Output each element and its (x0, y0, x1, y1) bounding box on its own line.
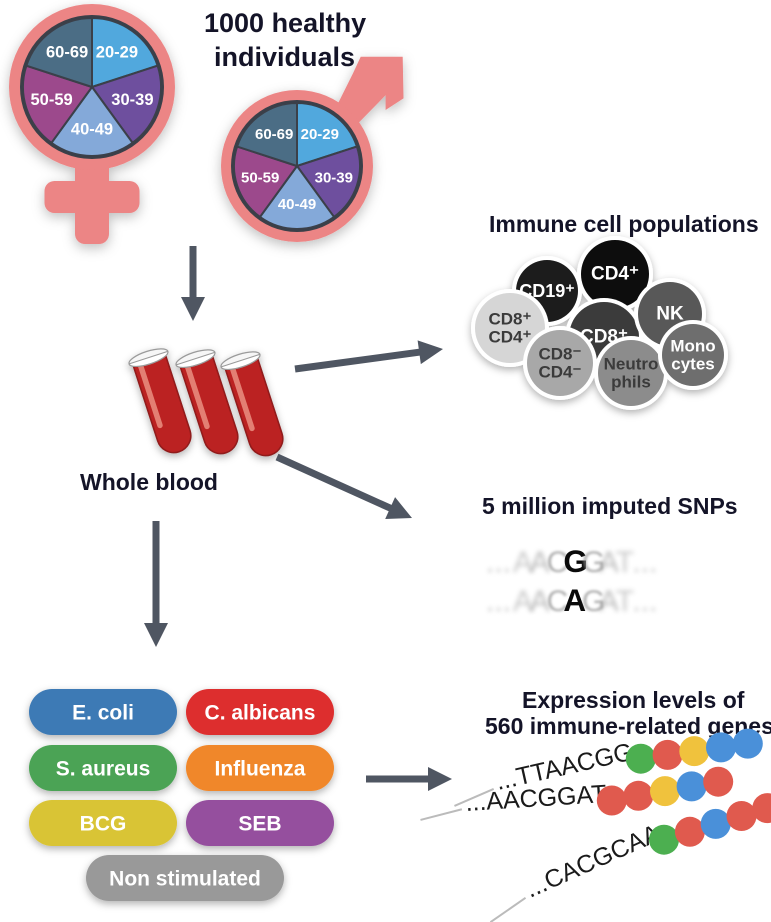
svg-text:40-49: 40-49 (278, 196, 316, 213)
svg-text:NK: NK (656, 304, 684, 325)
svg-text:5 million imputed SNPs: 5 million imputed SNPs (482, 493, 738, 519)
svg-text:Mono: Mono (670, 337, 715, 356)
svg-text:CD4⁺: CD4⁺ (489, 327, 532, 346)
svg-text:30-39: 30-39 (315, 170, 353, 187)
svg-text:individuals: individuals (214, 42, 355, 72)
svg-text:T: T (616, 546, 634, 579)
svg-text:CD8⁻: CD8⁻ (539, 345, 582, 364)
svg-text:Immune cell populations: Immune cell populations (489, 211, 759, 237)
svg-text:40-49: 40-49 (71, 120, 113, 138)
svg-text:60-69: 60-69 (46, 44, 88, 62)
svg-text:...: ... (486, 546, 511, 579)
svg-text:Influenza: Influenza (214, 758, 305, 781)
svg-text:...: ... (632, 585, 657, 618)
svg-text:20-29: 20-29 (301, 126, 339, 143)
svg-text:Expression levels of: Expression levels of (522, 687, 745, 713)
svg-text:1000 healthy: 1000 healthy (204, 8, 366, 38)
svg-text:60-69: 60-69 (255, 126, 293, 143)
svg-text:E. coli: E. coli (72, 702, 134, 725)
svg-text:BCG: BCG (80, 813, 127, 836)
svg-text:50-59: 50-59 (30, 91, 72, 109)
svg-text:CD4⁻: CD4⁻ (539, 362, 582, 381)
svg-text:...: ... (632, 546, 657, 579)
svg-text:S. aureus: S. aureus (56, 758, 151, 781)
svg-text:C. albicans: C. albicans (205, 702, 316, 725)
svg-text:30-39: 30-39 (111, 91, 153, 109)
svg-text:T: T (616, 585, 634, 618)
svg-text:cytes: cytes (671, 354, 714, 373)
svg-text:50-59: 50-59 (241, 170, 279, 187)
svg-text:SEB: SEB (238, 813, 281, 836)
svg-text:...CACGCAA: ...CACGCAA (521, 819, 665, 903)
svg-text:...AACGGAT: ...AACGGAT (465, 780, 608, 817)
svg-text:phils: phils (611, 372, 651, 391)
svg-text:20-29: 20-29 (96, 44, 138, 62)
svg-text:Whole blood: Whole blood (80, 469, 218, 495)
svg-text:Non stimulated: Non stimulated (109, 868, 261, 891)
svg-text:CD8⁺: CD8⁺ (489, 310, 532, 329)
svg-text:...: ... (486, 585, 511, 618)
svg-text:CD4⁺: CD4⁺ (591, 264, 639, 285)
svg-text:Neutro: Neutro (604, 355, 659, 374)
